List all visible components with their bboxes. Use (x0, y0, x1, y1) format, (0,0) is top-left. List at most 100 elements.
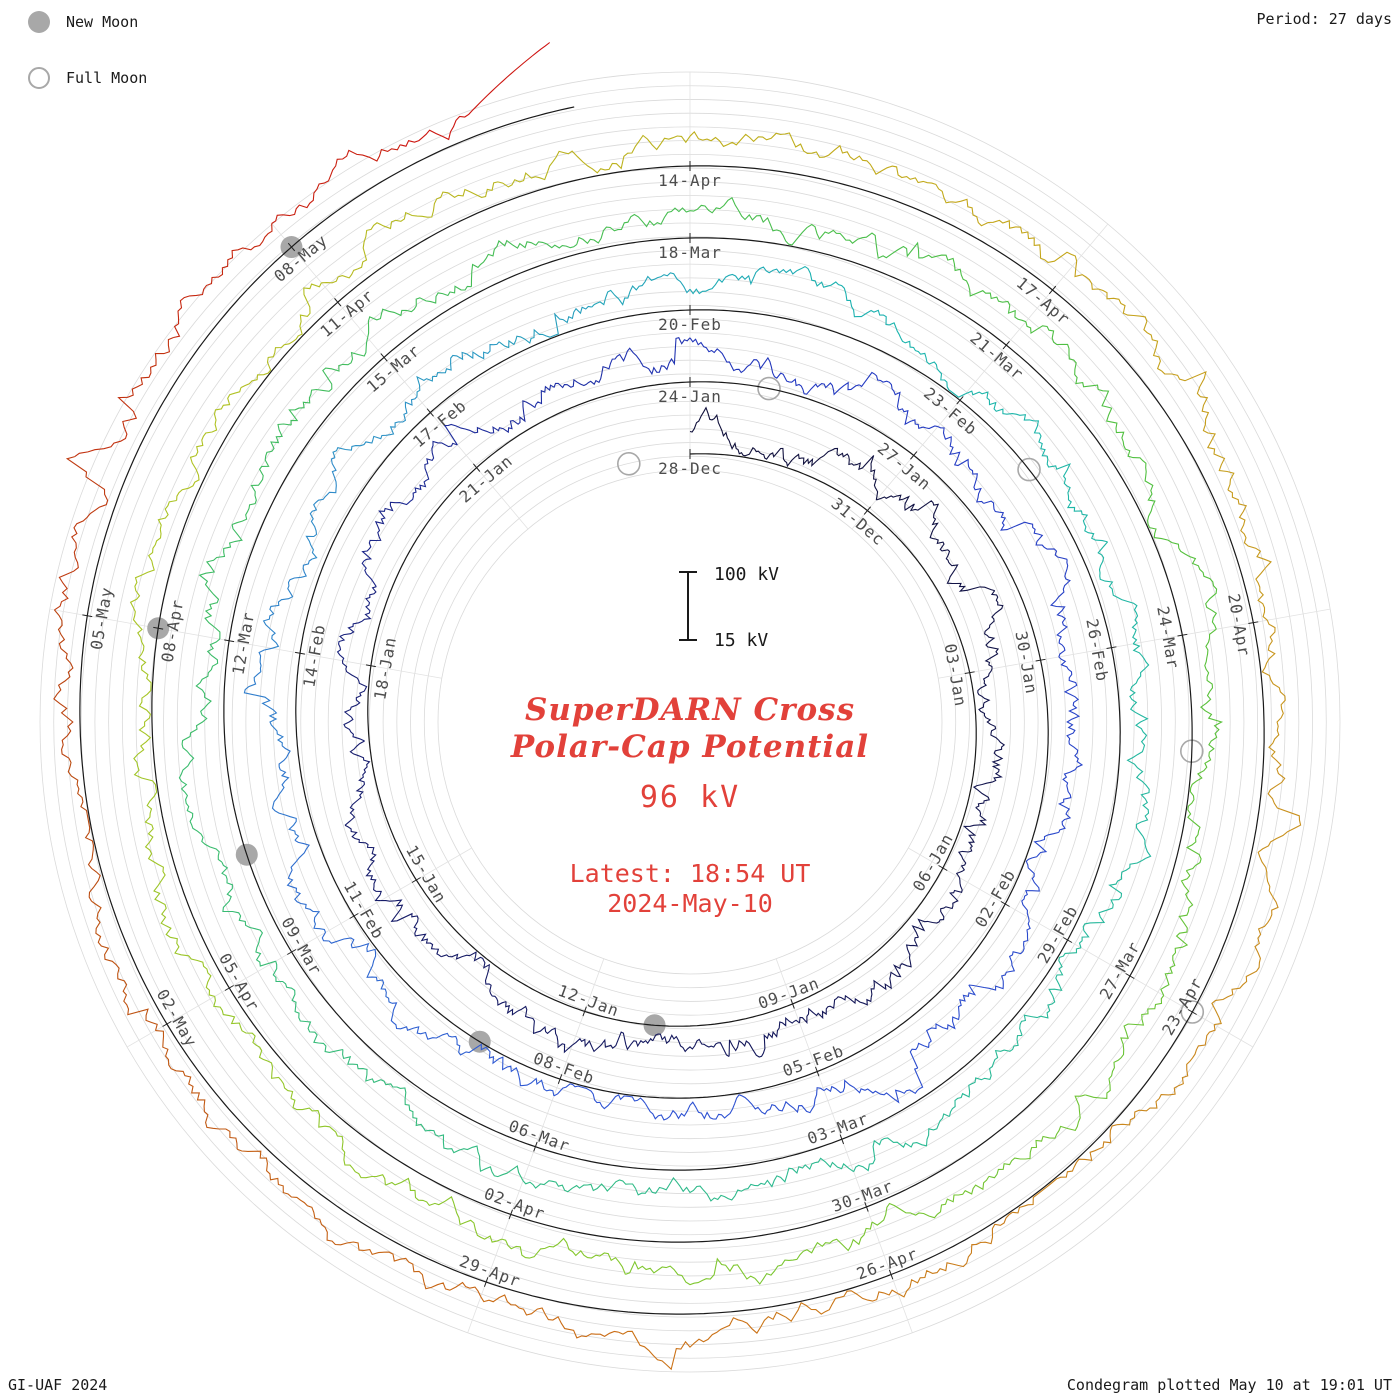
trace-segment (399, 55, 533, 147)
trace-segment (530, 365, 607, 409)
grid-spoke (49, 608, 442, 679)
full-moon-marker (617, 452, 641, 476)
trace-segment (262, 558, 313, 649)
trace-segment (744, 1157, 855, 1190)
date-tick (365, 664, 376, 668)
trace-segment (243, 647, 285, 746)
center-annotation: SuperDARN Cross Polar-Cap Potential 96 k… (511, 692, 869, 919)
trace-segment (231, 423, 292, 526)
trace-segment (321, 932, 393, 1004)
trace-segment (271, 144, 401, 224)
date-tick (1187, 1009, 1197, 1015)
trace-segment (416, 341, 500, 397)
trace-segment (858, 371, 939, 430)
trace-segment (625, 1257, 756, 1286)
trace-segment (342, 1049, 424, 1128)
trace-segment (948, 1034, 1023, 1117)
date-label: 31-Dec (828, 494, 889, 550)
trace-segment (288, 337, 369, 426)
trace-segment (367, 285, 472, 338)
current-potential-value: 96 kV (639, 780, 741, 815)
trace-segment (922, 254, 1027, 323)
trace-segment (470, 239, 578, 287)
date-tick (910, 451, 918, 460)
trace-segment (823, 1067, 924, 1104)
date-tick (863, 506, 872, 515)
scale-top-label: 100 kV (714, 564, 779, 585)
trace-segment (968, 917, 1031, 991)
trace-segment (1025, 321, 1112, 409)
trace-segment (236, 1148, 348, 1246)
trace-segment (806, 223, 924, 259)
trace-segment (67, 757, 101, 902)
trace-segment (977, 668, 999, 741)
date-tick (888, 1269, 894, 1280)
trace-segment (754, 447, 824, 468)
full-moon-marker (757, 376, 781, 401)
date-tick (349, 913, 359, 919)
trace-segment (897, 1211, 1013, 1298)
moon-legend: New Moon Full Moon (28, 10, 147, 122)
trace-segment (1074, 261, 1162, 372)
trace-segment (1085, 995, 1165, 1099)
trace-segment (1200, 628, 1224, 753)
trace-segment (576, 207, 691, 245)
date-label: 26-Apr (854, 1244, 920, 1284)
trace-segment (441, 951, 507, 1006)
trace-segment (689, 337, 774, 374)
trace-segment (972, 739, 1006, 809)
date-label: 03-Jan (941, 642, 971, 708)
trace-segment (443, 400, 531, 446)
trace-segment (380, 899, 442, 958)
chart-title-line1: SuperDARN Cross (524, 692, 856, 728)
date-label: 02-Apr (481, 1184, 547, 1224)
date-label: 03-Mar (805, 1109, 871, 1149)
date-label: 29-Apr (457, 1251, 523, 1291)
trace-segment (1019, 947, 1082, 1036)
date-tick (1177, 633, 1188, 637)
full-moon-marker (1180, 1000, 1205, 1024)
date-tick (815, 1066, 820, 1077)
date-label: 30-Jan (1011, 630, 1041, 696)
trace-segment (983, 590, 1004, 669)
trace-segment (870, 936, 919, 998)
trace-segment (286, 839, 327, 933)
trace-segment (955, 807, 988, 878)
date-tick (287, 242, 296, 252)
date-tick (380, 353, 388, 362)
new-moon-label: New Moon (66, 13, 139, 31)
trace-segment (344, 824, 382, 902)
date-label: 21-Mar (966, 328, 1027, 384)
date-ticks (82, 161, 1259, 1287)
plotted-timestamp: Condegram plotted May 10 at 19:01 UT (1066, 1376, 1392, 1394)
trace-segment (1058, 743, 1084, 833)
trace-segment (1097, 541, 1139, 645)
trace-segment (1147, 524, 1218, 630)
date-tick (839, 1134, 845, 1145)
trace-segment (1129, 643, 1150, 749)
trace-segment (181, 638, 221, 752)
trace-segment (332, 396, 418, 458)
trace-segment (136, 624, 152, 755)
legend-row-new-moon: New Moon (28, 10, 147, 34)
trace-segment (689, 196, 808, 246)
trace-segment (422, 1127, 524, 1182)
trace-segment (361, 501, 396, 587)
trace-segment (965, 390, 1048, 457)
kv-scale-bar: 100 kV 15 kV (679, 564, 779, 651)
trace-segment (728, 1016, 800, 1058)
date-tick (287, 949, 297, 955)
trace-segment (178, 750, 223, 863)
trace-segment (1257, 755, 1302, 897)
trace-segment (591, 272, 691, 308)
latest-time: Latest: 18:54 UT (569, 859, 811, 888)
latest-date: 2024-May-10 (607, 889, 773, 918)
trace-segment (951, 198, 1078, 263)
trace-segment (823, 447, 879, 501)
trace-segment (221, 861, 276, 967)
trace-segment (321, 210, 434, 284)
date-tick (334, 298, 342, 307)
trace-segment (734, 1087, 825, 1115)
